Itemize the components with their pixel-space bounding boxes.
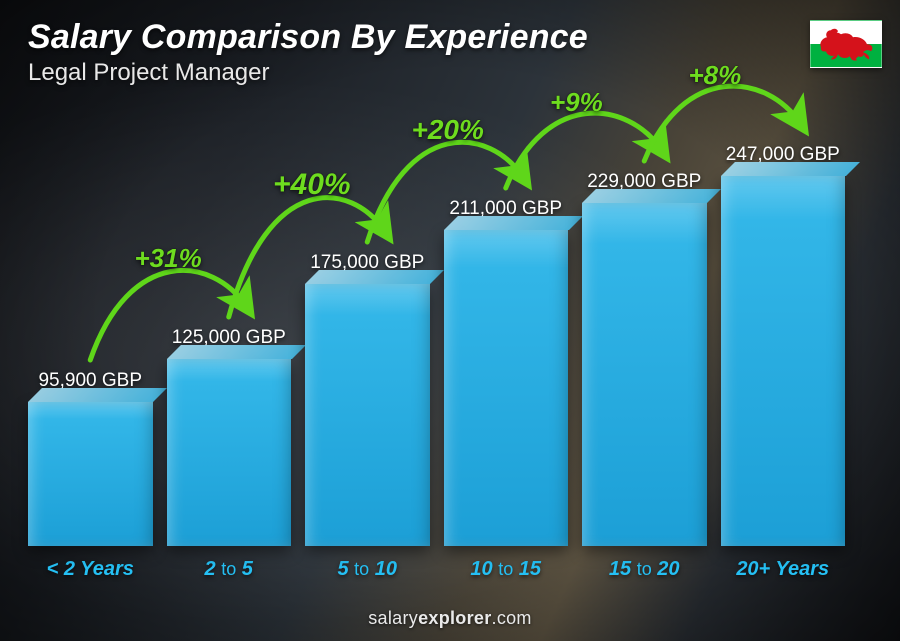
- bar-category-label: 15 to 20: [609, 558, 680, 581]
- dragon-icon: [815, 23, 877, 63]
- bar-top-face: [28, 388, 167, 402]
- footer-text-bold: explorer: [418, 608, 491, 628]
- bar-category-label: < 2 Years: [47, 558, 134, 581]
- bar: [582, 203, 707, 546]
- footer-text-2: .com: [492, 608, 532, 628]
- bar-front-face: [167, 359, 292, 546]
- page-title: Salary Comparison By Experience: [28, 18, 588, 57]
- bar-top-face: [721, 162, 860, 176]
- bar-front-face: [582, 203, 707, 546]
- bar-front-face: [721, 176, 846, 546]
- infographic-stage: Salary Comparison By Experience Legal Pr…: [0, 0, 900, 641]
- bar: [167, 359, 292, 546]
- bar-top-face: [305, 270, 444, 284]
- salary-bar-chart: 95,900 GBP< 2 Years125,000 GBP2 to 5175,…: [28, 101, 845, 581]
- bar: [305, 284, 430, 546]
- footer-text-1: salary: [368, 608, 418, 628]
- bar: [444, 230, 569, 546]
- bar-top-face: [444, 216, 583, 230]
- bar-top-face: [167, 345, 306, 359]
- bar-top-face: [582, 189, 721, 203]
- increment-label: +20%: [412, 114, 484, 146]
- page-subtitle: Legal Project Manager: [28, 59, 588, 87]
- bar-front-face: [444, 230, 569, 546]
- bar-group: 211,000 GBP10 to 15: [444, 198, 569, 581]
- bar: [721, 176, 846, 546]
- title-block: Salary Comparison By Experience Legal Pr…: [28, 18, 588, 87]
- bar-category-label: 2 to 5: [205, 558, 253, 581]
- bar: [28, 402, 153, 546]
- increment-label: +8%: [689, 60, 742, 91]
- bar-front-face: [28, 402, 153, 546]
- bar-group: 229,000 GBP15 to 20: [582, 171, 707, 581]
- increment-label: +31%: [135, 243, 202, 274]
- bar-category-label: 10 to 15: [470, 558, 541, 581]
- increment-label: +9%: [550, 87, 603, 118]
- footer-attribution: salaryexplorer.com: [0, 608, 900, 629]
- bar-category-label: 20+ Years: [736, 558, 829, 581]
- increment-label: +40%: [273, 168, 351, 202]
- bar-group: 95,900 GBP< 2 Years: [28, 370, 153, 581]
- bar-front-face: [305, 284, 430, 546]
- bar-group: 247,000 GBP20+ Years: [721, 144, 846, 581]
- bar-group: 175,000 GBP5 to 10: [305, 252, 430, 581]
- wales-flag-icon: [810, 20, 882, 68]
- bar-category-label: 5 to 10: [337, 558, 397, 581]
- bar-group: 125,000 GBP2 to 5: [167, 327, 292, 581]
